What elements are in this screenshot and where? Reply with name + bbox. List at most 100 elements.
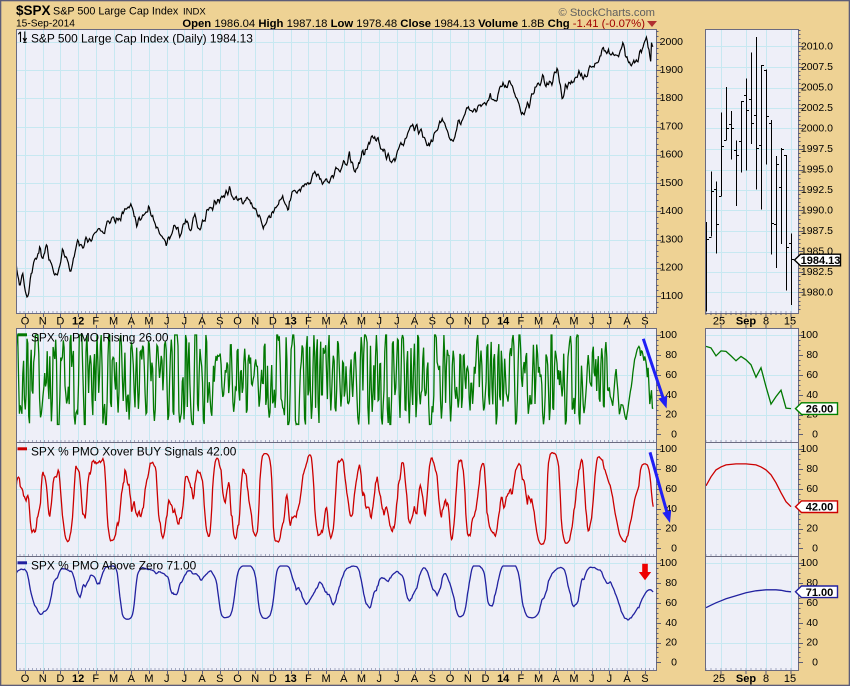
svg-text:N: N xyxy=(251,673,259,685)
svg-text:INDX: INDX xyxy=(183,7,206,18)
svg-text:S&P 500 Large Cap Index (Daily: S&P 500 Large Cap Index (Daily) 1984.13 xyxy=(31,32,253,46)
svg-text:40: 40 xyxy=(665,617,677,629)
svg-text:N: N xyxy=(39,673,47,685)
svg-text:$SPX: $SPX xyxy=(16,3,51,18)
svg-text:15: 15 xyxy=(784,316,796,328)
svg-text:J: J xyxy=(394,316,400,328)
svg-text:Open 1986.04 High 1987.18 Low: Open 1986.04 High 1987.18 Low 1978.48 Cl… xyxy=(182,18,645,30)
svg-text:A: A xyxy=(128,316,136,328)
svg-text:8: 8 xyxy=(763,316,769,328)
svg-text:20: 20 xyxy=(806,637,818,649)
svg-text:D: D xyxy=(482,673,490,685)
svg-text:D: D xyxy=(482,316,490,328)
svg-text:2000: 2000 xyxy=(660,36,684,48)
svg-text:S: S xyxy=(429,673,436,685)
svg-text:M: M xyxy=(357,316,366,328)
svg-text:M: M xyxy=(144,316,153,328)
svg-text:25: 25 xyxy=(713,673,725,685)
svg-text:20: 20 xyxy=(665,409,677,421)
svg-text:1400: 1400 xyxy=(660,205,684,217)
svg-text:J: J xyxy=(182,673,188,685)
svg-text:F: F xyxy=(92,316,99,328)
svg-text:A: A xyxy=(198,316,206,328)
svg-text:100: 100 xyxy=(800,557,818,569)
svg-text:F: F xyxy=(518,673,525,685)
svg-text:O: O xyxy=(21,673,30,685)
svg-text:A: A xyxy=(411,316,419,328)
svg-text:60: 60 xyxy=(806,597,818,609)
svg-text:S: S xyxy=(429,316,436,328)
svg-text:M: M xyxy=(109,673,118,685)
svg-text:15: 15 xyxy=(784,673,796,685)
svg-text:1992.5: 1992.5 xyxy=(801,184,833,196)
svg-text:A: A xyxy=(623,673,631,685)
svg-text:15-Sep-2014: 15-Sep-2014 xyxy=(16,19,75,30)
svg-text:J: J xyxy=(164,673,170,685)
svg-text:13: 13 xyxy=(285,673,297,685)
svg-text:J: J xyxy=(589,316,595,328)
svg-text:M: M xyxy=(144,673,153,685)
svg-text:F: F xyxy=(305,673,312,685)
svg-text:SPX % PMO Xover BUY Signals 42: SPX % PMO Xover BUY Signals 42.00 xyxy=(31,444,237,458)
svg-text:D: D xyxy=(269,316,277,328)
svg-text:0: 0 xyxy=(671,543,677,555)
svg-text:80: 80 xyxy=(806,577,818,589)
svg-text:N: N xyxy=(251,316,259,328)
svg-text:1200: 1200 xyxy=(660,262,684,274)
svg-text:42.00: 42.00 xyxy=(806,502,834,514)
svg-text:O: O xyxy=(233,316,242,328)
svg-text:S&P 500 Large Cap Index: S&P 500 Large Cap Index xyxy=(53,6,179,18)
svg-text:14: 14 xyxy=(497,316,510,328)
svg-text:2007.5: 2007.5 xyxy=(801,61,833,73)
svg-text:J: J xyxy=(607,316,613,328)
svg-text:1100: 1100 xyxy=(660,290,683,302)
svg-text:F: F xyxy=(305,316,312,328)
svg-text:M: M xyxy=(322,316,331,328)
svg-text:O: O xyxy=(233,673,242,685)
svg-text:M: M xyxy=(357,673,366,685)
svg-text:J: J xyxy=(589,673,595,685)
svg-text:M: M xyxy=(109,316,118,328)
svg-text:SPX % PMO Rising 26.00: SPX % PMO Rising 26.00 xyxy=(31,330,169,344)
svg-text:Sep: Sep xyxy=(736,316,756,328)
svg-text:SPX % PMO Above Zero 71.00: SPX % PMO Above Zero 71.00 xyxy=(31,558,197,572)
svg-text:0: 0 xyxy=(812,429,818,441)
svg-text:1990.0: 1990.0 xyxy=(801,205,833,217)
svg-text:8: 8 xyxy=(763,673,769,685)
svg-text:12: 12 xyxy=(72,673,84,685)
svg-text:J: J xyxy=(394,673,400,685)
svg-text:0: 0 xyxy=(812,657,818,669)
svg-text:M: M xyxy=(569,316,578,328)
svg-text:1700: 1700 xyxy=(660,121,684,133)
svg-text:1982.5: 1982.5 xyxy=(801,266,833,278)
svg-text:A: A xyxy=(198,673,206,685)
svg-text:A: A xyxy=(411,673,419,685)
svg-text:100: 100 xyxy=(800,329,818,341)
svg-text:1900: 1900 xyxy=(660,64,684,76)
svg-text:S: S xyxy=(216,316,223,328)
svg-text:100: 100 xyxy=(800,443,818,455)
svg-text:2000.0: 2000.0 xyxy=(801,123,833,135)
svg-text:2005.0: 2005.0 xyxy=(801,82,833,94)
svg-text:2002.5: 2002.5 xyxy=(801,102,833,114)
svg-text:A: A xyxy=(623,316,631,328)
svg-text:1984.13: 1984.13 xyxy=(801,255,841,267)
svg-text:12: 12 xyxy=(72,316,84,328)
svg-text:J: J xyxy=(376,673,382,685)
svg-text:0: 0 xyxy=(671,657,677,669)
svg-text:40: 40 xyxy=(665,503,677,515)
svg-text:J: J xyxy=(164,316,170,328)
svg-text:1300: 1300 xyxy=(660,233,684,245)
svg-text:60: 60 xyxy=(806,369,818,381)
svg-text:O: O xyxy=(21,316,30,328)
svg-text:60: 60 xyxy=(665,483,677,495)
svg-text:40: 40 xyxy=(806,617,818,629)
svg-text:80: 80 xyxy=(806,463,818,475)
svg-text:A: A xyxy=(340,673,348,685)
svg-text:A: A xyxy=(553,316,561,328)
svg-text:20: 20 xyxy=(665,637,677,649)
svg-text:60: 60 xyxy=(665,597,677,609)
svg-text:100: 100 xyxy=(659,329,677,341)
svg-text:O: O xyxy=(446,673,455,685)
svg-text:M: M xyxy=(322,673,331,685)
